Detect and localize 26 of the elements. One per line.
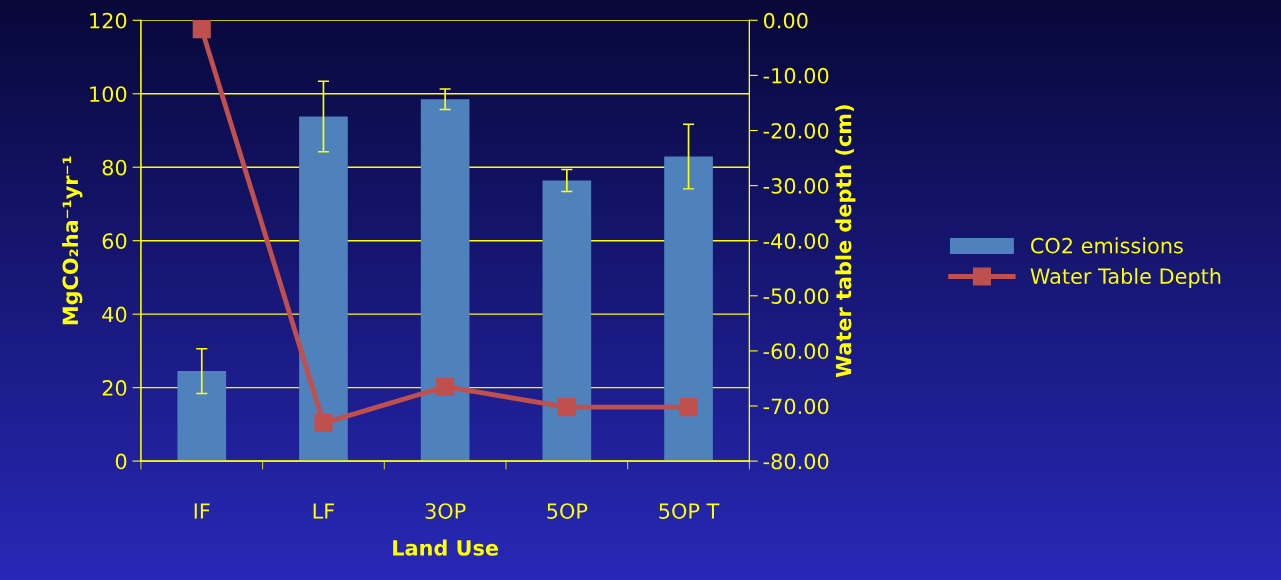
y-tick-label: 0 <box>115 453 127 470</box>
y2-tick-label: -70.00 <box>763 398 829 415</box>
y-tick-label: 40 <box>102 306 127 323</box>
y2-tick-label: -30.00 <box>763 178 829 194</box>
y-tick-label: 20 <box>102 380 127 396</box>
y2-tick-label: -20.00 <box>763 122 829 139</box>
x-tick-label: 3OP <box>425 503 466 519</box>
y-tick-label: 100 <box>90 86 127 102</box>
x-axis-title: Land Use <box>393 539 499 556</box>
x-tick-label: 5OP T <box>659 503 720 519</box>
y2-tick-label: -10.00 <box>763 67 829 84</box>
x-tick-label: IF <box>194 503 210 519</box>
y-tick-label: 60 <box>102 233 127 249</box>
y2-axis-title: Water table depth (cm) <box>835 105 856 378</box>
y2-tick-label: -50.00 <box>763 288 829 305</box>
x-tick-label: LF <box>313 503 335 519</box>
y2-tick-label: -40.00 <box>763 233 829 249</box>
y-tick-label: 120 <box>90 12 127 29</box>
y2-tick-label: 0.00 <box>763 12 808 29</box>
x-tick-label: 5OP <box>547 503 588 519</box>
legend-label: CO2 emissions <box>1031 237 1183 254</box>
y2-tick-label: -60.00 <box>763 343 829 360</box>
y2-tick-label: -80.00 <box>763 453 829 470</box>
legend-label: Water Table Depth <box>1030 267 1221 289</box>
y-tick-label: 80 <box>102 159 127 176</box>
y-axis-title: MgCO₂ha⁻¹yr⁻¹ <box>62 156 83 325</box>
